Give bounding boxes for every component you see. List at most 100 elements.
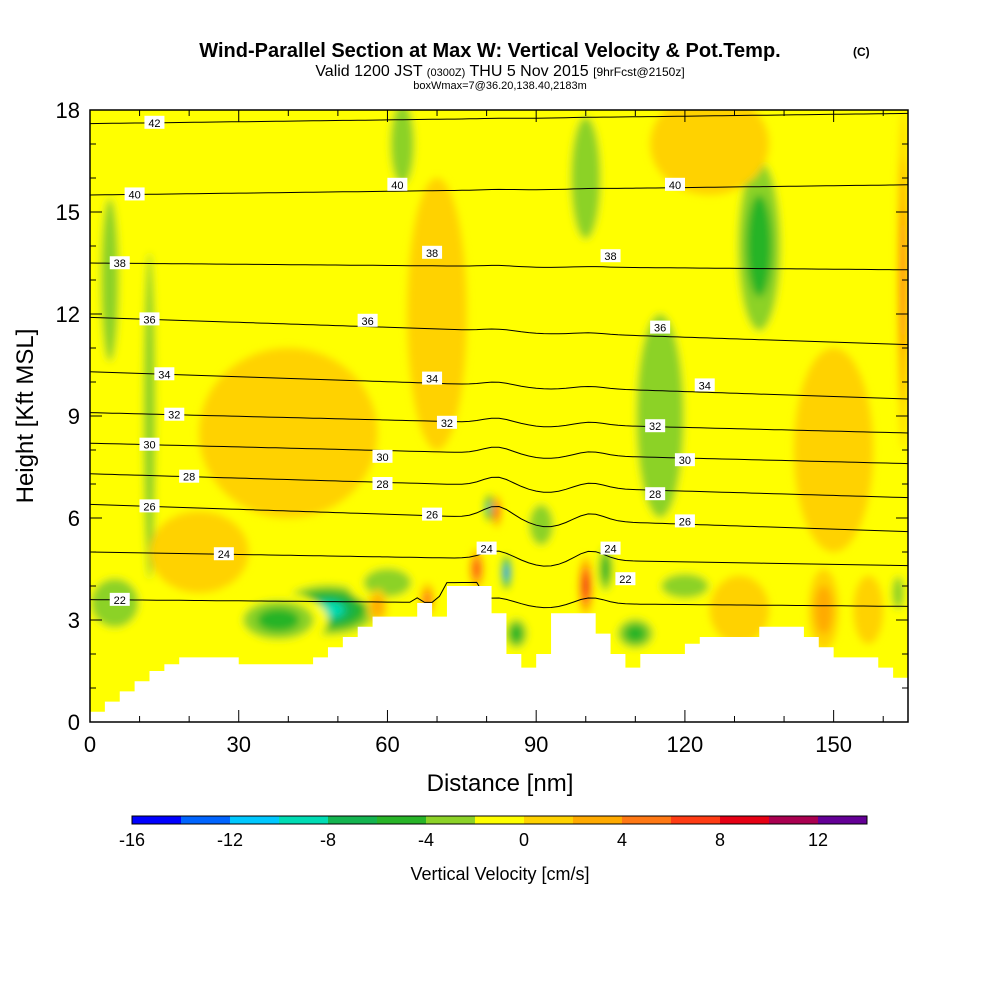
- w-level-2: [636, 314, 684, 518]
- theta-contour-36: [90, 316, 908, 346]
- svg-text:24: 24: [218, 549, 230, 561]
- contour-label-30: 30: [674, 453, 695, 467]
- y-tick-label: 9: [68, 404, 80, 429]
- colorbar-swatch: [524, 816, 573, 824]
- w-feature-21: [808, 569, 839, 651]
- colorbar-swatch: [279, 816, 328, 824]
- svg-text:32: 32: [168, 410, 180, 422]
- plot-area: 22 24 26 28 30 32 34 36 38 40 42 40 40 38 38 36 36 34 34 32…: [89, 109, 909, 723]
- contour-label-26: 26: [674, 514, 695, 528]
- w-level-5: [583, 577, 588, 595]
- w-level-2: [892, 576, 905, 610]
- w-feature-20: [709, 575, 770, 644]
- colorbar-tick-label: 8: [715, 830, 725, 850]
- theta-contour-28: [90, 473, 908, 499]
- contour-label-40: 40: [124, 187, 145, 201]
- theta-contour-26: [90, 503, 908, 533]
- svg-text:26: 26: [679, 516, 691, 528]
- contour-label-28: 28: [372, 477, 393, 491]
- x-axis-label: Distance [nm]: [427, 770, 574, 797]
- w-level-3: [624, 624, 646, 643]
- x-tick-labels: 0 30 60 90 120 150: [84, 732, 852, 757]
- contour-label-24: 24: [476, 541, 497, 556]
- svg-text:32: 32: [441, 418, 453, 430]
- terrain: [90, 586, 908, 722]
- colorbar-swatch: [328, 816, 377, 824]
- w-level-2: [143, 252, 156, 580]
- w-level-2: [814, 585, 833, 635]
- contour-labels: 22 24 26 28 30 32 34 36 38 40 42 40 40 38 38 36 36 34 34 32…: [109, 115, 715, 607]
- w-feature-28: [407, 178, 467, 450]
- w-level-3: [746, 195, 773, 297]
- colorbar-swatch: [769, 816, 818, 824]
- contour-label-28: 28: [645, 487, 666, 501]
- y-axis-label: Height [Kft MSL]: [12, 329, 39, 504]
- colorbar-swatch: [475, 816, 524, 824]
- y-tick-labels: 0 3 6 9 12 15 18: [56, 98, 80, 735]
- svg-text:24: 24: [480, 544, 492, 556]
- contour-label-34: 34: [422, 371, 443, 386]
- x-tick-label: 30: [226, 732, 250, 757]
- subtitle-valid: Valid 1200 JST: [315, 63, 423, 80]
- contour-label-30: 30: [139, 437, 160, 452]
- svg-text:40: 40: [128, 189, 140, 201]
- w-level-1: [650, 110, 770, 195]
- contour-label-40: 40: [664, 177, 685, 192]
- svg-text:34: 34: [699, 380, 711, 392]
- vertical-velocity-field: [90, 110, 908, 688]
- svg-text:30: 30: [143, 440, 155, 452]
- svg-text:28: 28: [183, 472, 195, 484]
- x-tick-label: 90: [524, 732, 548, 757]
- colorbar: [131, 815, 868, 825]
- colorbar-swatch: [426, 816, 475, 824]
- colorbar-tick-label: 4: [617, 830, 627, 850]
- w-feature-11: [500, 552, 513, 593]
- svg-text:28: 28: [649, 489, 661, 501]
- w-feature-13: [469, 548, 485, 590]
- w-feature-29: [793, 348, 874, 552]
- w-feature-8: [560, 110, 611, 280]
- svg-text:26: 26: [143, 501, 155, 513]
- contour-label-42: 42: [144, 115, 165, 130]
- w-level-4: [474, 562, 480, 576]
- w-feature-23: [888, 565, 908, 620]
- w-feature-31: [149, 511, 249, 593]
- w-level-1: [709, 575, 770, 644]
- colorbar-tick-label: 0: [519, 830, 529, 850]
- w-feature-12: [501, 613, 532, 654]
- w-feature-18: [610, 613, 661, 654]
- w-level-2: [570, 116, 601, 240]
- colorbar-swatch: [818, 816, 867, 824]
- colorbar-label: Vertical Velocity [cm/s]: [410, 864, 589, 884]
- w-level-4: [494, 505, 499, 517]
- contour-label-40: 40: [387, 177, 408, 192]
- w-level-3: [601, 555, 610, 583]
- colorbar-swatch: [230, 816, 279, 824]
- svg-text:30: 30: [679, 455, 691, 467]
- w-level-3: [509, 624, 523, 643]
- plot-frame: [89, 109, 909, 723]
- chart-title: Wind-Parallel Section at Max W: Vertical…: [199, 40, 780, 62]
- svg-text:34: 34: [426, 374, 438, 386]
- w-level-1: [149, 511, 249, 593]
- contour-label-36: 36: [357, 313, 378, 328]
- svg-text:36: 36: [143, 314, 155, 326]
- contour-label-28: 28: [179, 469, 200, 484]
- contour-label-32: 32: [164, 407, 185, 422]
- w-feature-3: [94, 144, 125, 416]
- w-feature-27: [199, 348, 378, 518]
- svg-text:34: 34: [158, 369, 170, 381]
- colorbar-tick-label: 12: [808, 830, 828, 850]
- svg-text:36: 36: [361, 316, 373, 328]
- w-feature-16: [578, 555, 594, 617]
- svg-text:38: 38: [604, 251, 616, 263]
- colorbar-swatch: [573, 816, 622, 824]
- svg-text:24: 24: [604, 544, 616, 556]
- contour-label-38: 38: [600, 249, 621, 263]
- y-tick-label: 18: [56, 98, 80, 123]
- contour-label-34: 34: [694, 378, 715, 392]
- colorbar-swatch: [132, 816, 181, 824]
- svg-text:22: 22: [619, 574, 631, 586]
- colorbar-tick-label: -8: [320, 830, 336, 850]
